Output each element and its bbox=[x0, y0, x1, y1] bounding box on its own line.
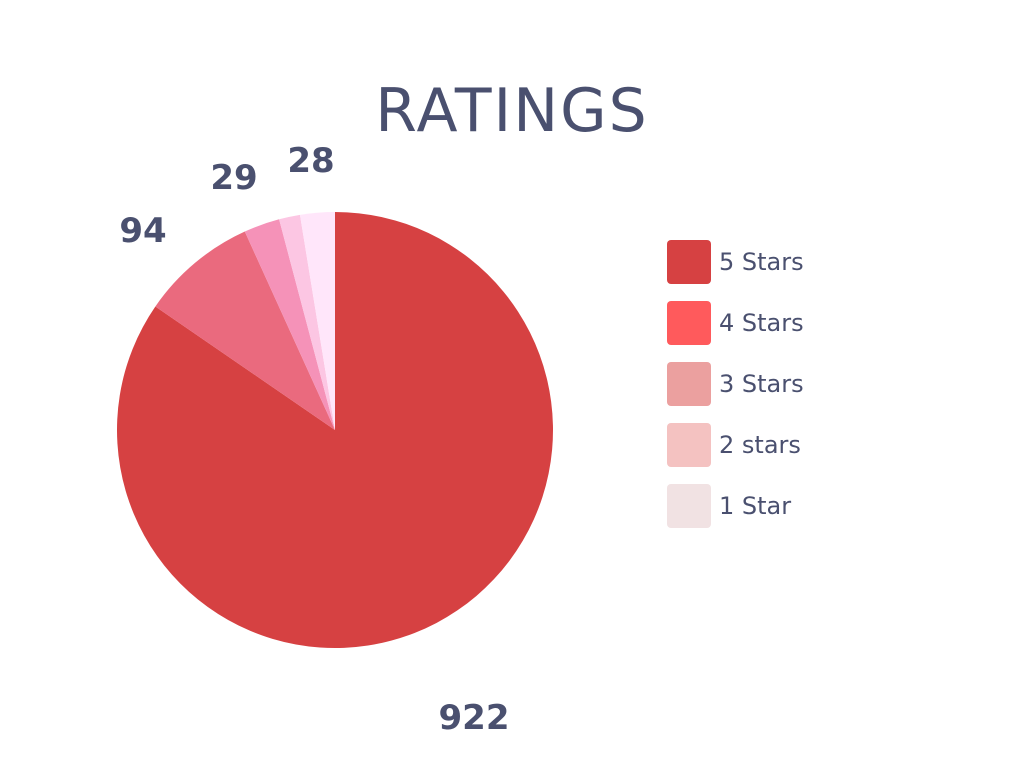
data-label-1-star: 28 bbox=[287, 141, 335, 181]
pie-slice-4-stars bbox=[155, 231, 335, 430]
legend-label-2-stars: 2 stars bbox=[719, 431, 801, 459]
data-label-4-stars: 94 bbox=[119, 211, 167, 251]
legend-swatch-4-stars bbox=[667, 301, 711, 345]
legend-swatch-2-stars bbox=[667, 423, 711, 467]
legend-swatch-5-stars bbox=[667, 240, 711, 284]
data-label-5-stars: 922 bbox=[438, 698, 510, 738]
pie-slice-5-stars bbox=[117, 212, 553, 648]
legend-item-2-stars: 2 stars bbox=[667, 423, 804, 467]
legend-item-3-stars: 3 Stars bbox=[667, 362, 804, 406]
legend-label-3-stars: 3 Stars bbox=[719, 370, 804, 398]
pie-slice-2-stars bbox=[279, 214, 335, 430]
pie-slice-1-star bbox=[299, 212, 335, 430]
legend-label-1-star: 1 Star bbox=[719, 492, 792, 520]
data-label-3-stars: 29 bbox=[210, 158, 258, 198]
legend-label-5-stars: 5 Stars bbox=[719, 248, 804, 276]
pie-slice-3-stars bbox=[244, 219, 335, 430]
legend-item-5-stars: 5 Stars bbox=[667, 240, 804, 284]
legend: 5 Stars 4 Stars 3 Stars 2 stars 1 Star bbox=[667, 240, 804, 545]
legend-swatch-1-star bbox=[667, 484, 711, 528]
legend-item-1-star: 1 Star bbox=[667, 484, 804, 528]
legend-item-4-stars: 4 Stars bbox=[667, 301, 804, 345]
chart-title: RATINGS bbox=[375, 76, 649, 146]
legend-label-4-stars: 4 Stars bbox=[719, 309, 804, 337]
legend-swatch-3-stars bbox=[667, 362, 711, 406]
